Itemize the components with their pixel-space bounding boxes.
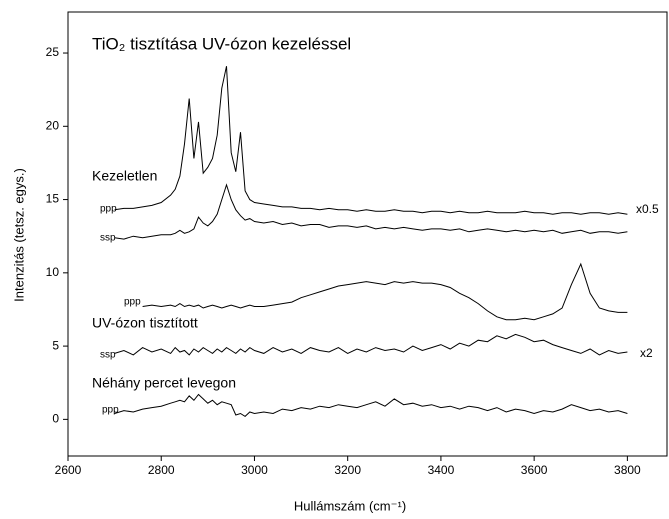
annotation: Kezeletlen: [92, 168, 157, 184]
y-tick-label: 20: [46, 118, 60, 132]
y-tick-label: 0: [52, 412, 59, 426]
series-line: [114, 183, 628, 240]
x-tick-label: 3400: [428, 463, 455, 477]
x-tick-label: 3800: [614, 463, 641, 477]
series-line: [114, 333, 628, 356]
x-tick-label: 2600: [55, 463, 82, 477]
series-label: ppp: [124, 297, 141, 308]
x-tick-label: 2800: [148, 463, 175, 477]
y-axis-label: Intenzitás (tetsz. egys.): [11, 168, 26, 302]
x-tick-label: 3200: [334, 463, 361, 477]
series-line: [114, 66, 628, 215]
series-label: ssp: [100, 350, 116, 361]
annotation: Néhány percet levegon: [92, 375, 236, 391]
annotation: UV-ózon tisztított: [92, 315, 198, 331]
series-label: ppp: [102, 405, 119, 416]
x-axis-label: Hullámszám (cm⁻¹): [294, 498, 406, 513]
y-tick-label: 10: [46, 265, 60, 279]
annotation: x0.5: [636, 202, 659, 216]
y-tick-label: 25: [46, 45, 60, 59]
plot-frame: [67, 11, 668, 457]
y-tick-label: 15: [46, 192, 60, 206]
series-label: ssp: [100, 233, 116, 244]
annotation: x2: [640, 346, 653, 360]
x-tick-label: 3600: [521, 463, 548, 477]
series-line: [142, 262, 628, 321]
chart-title: TiO₂ tisztítása UV-ózon kezeléssel: [92, 34, 351, 53]
series-line: [114, 393, 628, 418]
series-label: ppp: [100, 204, 117, 215]
x-tick-label: 3000: [241, 463, 268, 477]
y-tick-label: 5: [52, 338, 59, 352]
